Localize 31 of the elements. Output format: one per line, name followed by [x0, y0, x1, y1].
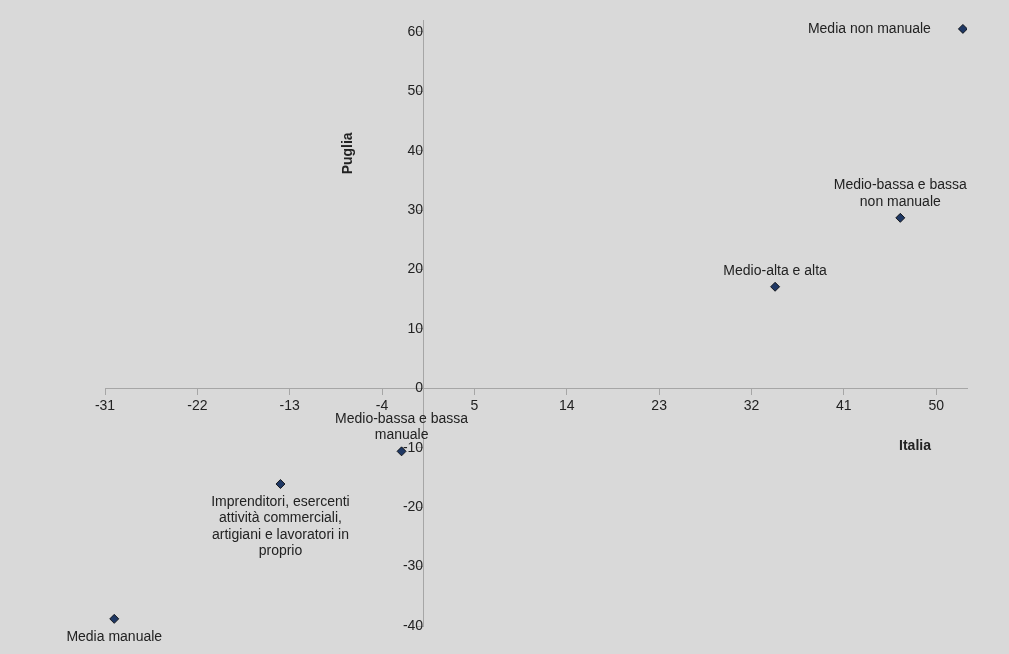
annotation: Medio-bassa e bassa non manuale — [833, 176, 968, 209]
y-tick-label: -30 — [402, 557, 424, 574]
y-tick-label: 40 — [407, 141, 424, 158]
annotation: Imprenditori, esercenti attività commerciali, artigiani e lavoratori in proprio — [211, 492, 350, 559]
point — [770, 281, 780, 292]
x-tick-label: 23 — [651, 396, 668, 413]
y-tick-label: 50 — [407, 82, 424, 99]
x-axis-title: Italia — [899, 437, 932, 454]
annotation: Medio-alta e alta — [723, 261, 828, 278]
y-tick-label: -20 — [402, 498, 424, 515]
point — [109, 613, 120, 624]
y-tick-label: -40 — [402, 616, 424, 633]
point — [275, 479, 286, 489]
x-tick-label: -22 — [187, 396, 208, 413]
x-tick-label: -13 — [279, 396, 301, 413]
x-tick-label: 41 — [836, 396, 852, 413]
point — [958, 24, 967, 34]
y-tick-label: 30 — [407, 200, 424, 217]
y-tick-label: 20 — [407, 260, 424, 277]
x-tick-label: 32 — [743, 396, 760, 413]
x-tick-label: 5 — [470, 396, 479, 413]
point — [895, 212, 906, 223]
x-tick-label: -31 — [94, 396, 116, 413]
y-tick-label: 60 — [407, 22, 424, 39]
x-tick-label: 14 — [559, 396, 575, 413]
annotation: Media manuale — [66, 627, 163, 644]
annotation: Media non manuale — [807, 19, 932, 36]
y-axis-title: Puglia — [338, 132, 355, 175]
y-tick-label: 0 — [415, 379, 424, 396]
y-tick-label: 10 — [407, 319, 424, 336]
x-tick-label: 50 — [928, 396, 945, 413]
